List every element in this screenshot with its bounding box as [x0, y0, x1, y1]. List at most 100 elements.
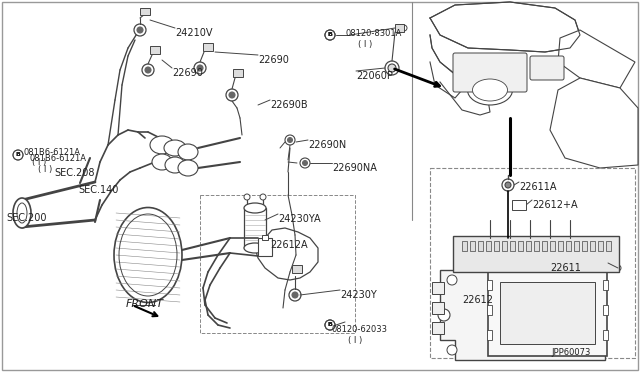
- Bar: [487, 280, 492, 290]
- Text: ( I ): ( I ): [38, 165, 52, 174]
- Bar: [203, 43, 213, 51]
- Circle shape: [502, 179, 514, 191]
- Ellipse shape: [150, 136, 174, 154]
- Bar: [603, 305, 608, 315]
- Bar: [510, 241, 515, 251]
- Bar: [590, 241, 595, 251]
- Text: B: B: [328, 323, 332, 327]
- Ellipse shape: [152, 154, 172, 170]
- Text: 22690NA: 22690NA: [332, 163, 377, 173]
- Circle shape: [303, 160, 307, 166]
- Ellipse shape: [178, 160, 198, 176]
- Bar: [140, 8, 150, 15]
- Bar: [262, 235, 268, 240]
- Circle shape: [447, 345, 457, 355]
- Circle shape: [285, 135, 295, 145]
- Bar: [150, 46, 160, 54]
- Polygon shape: [440, 270, 605, 360]
- Bar: [200, 195, 355, 333]
- Bar: [494, 241, 499, 251]
- Bar: [603, 280, 608, 290]
- Circle shape: [325, 30, 335, 40]
- Circle shape: [325, 320, 335, 330]
- Text: 24230YA: 24230YA: [278, 214, 321, 224]
- Text: 081B6-6121A: 081B6-6121A: [24, 148, 81, 157]
- Bar: [233, 69, 243, 77]
- Bar: [526, 241, 531, 251]
- Circle shape: [229, 92, 235, 98]
- Bar: [487, 305, 492, 315]
- Circle shape: [137, 27, 143, 33]
- Text: ( I ): ( I ): [348, 336, 362, 345]
- Polygon shape: [550, 78, 638, 168]
- Text: 22690B: 22690B: [270, 100, 308, 110]
- Text: 22690: 22690: [172, 68, 203, 78]
- Bar: [574, 241, 579, 251]
- Circle shape: [292, 292, 298, 298]
- Bar: [432, 302, 444, 314]
- Text: 081B6-6121A: 081B6-6121A: [30, 154, 87, 163]
- Text: 22611A: 22611A: [519, 182, 557, 192]
- Bar: [518, 241, 523, 251]
- Bar: [512, 200, 526, 210]
- Ellipse shape: [13, 198, 31, 228]
- Circle shape: [388, 64, 396, 72]
- Text: 08120-8301A: 08120-8301A: [345, 29, 401, 38]
- Text: 24230Y: 24230Y: [340, 290, 377, 300]
- Bar: [598, 241, 603, 251]
- Circle shape: [325, 320, 335, 330]
- Text: SEC.208: SEC.208: [54, 168, 95, 178]
- Text: 22612+A: 22612+A: [532, 200, 578, 210]
- Ellipse shape: [178, 144, 198, 160]
- Circle shape: [194, 62, 206, 74]
- Bar: [462, 241, 467, 251]
- Bar: [430, 168, 635, 358]
- Bar: [432, 322, 444, 334]
- Circle shape: [197, 65, 203, 71]
- Bar: [534, 241, 539, 251]
- Circle shape: [260, 194, 266, 200]
- Polygon shape: [430, 2, 580, 52]
- Text: B: B: [328, 323, 332, 327]
- Bar: [486, 241, 491, 251]
- Text: SEC.200: SEC.200: [6, 213, 47, 223]
- Text: ( I ): ( I ): [358, 40, 372, 49]
- FancyBboxPatch shape: [530, 56, 564, 80]
- Circle shape: [289, 289, 301, 301]
- Bar: [395, 24, 404, 32]
- Circle shape: [244, 194, 250, 200]
- Circle shape: [145, 67, 151, 73]
- Bar: [502, 241, 507, 251]
- Text: B: B: [15, 153, 20, 157]
- Text: 22690: 22690: [258, 55, 289, 65]
- FancyBboxPatch shape: [488, 270, 607, 356]
- Bar: [244, 208, 266, 248]
- Bar: [582, 241, 587, 251]
- Polygon shape: [558, 30, 635, 88]
- Text: 22690N: 22690N: [308, 140, 346, 150]
- Text: FRONT: FRONT: [126, 299, 164, 309]
- Text: 22612A: 22612A: [270, 240, 308, 250]
- Bar: [487, 330, 492, 340]
- Ellipse shape: [244, 243, 266, 253]
- Circle shape: [142, 64, 154, 76]
- Ellipse shape: [114, 208, 182, 302]
- Text: ( I ): ( I ): [32, 158, 46, 167]
- Circle shape: [287, 138, 292, 142]
- FancyBboxPatch shape: [453, 236, 619, 272]
- Circle shape: [300, 158, 310, 168]
- Text: B: B: [328, 32, 332, 38]
- Bar: [558, 241, 563, 251]
- Ellipse shape: [164, 140, 186, 156]
- Text: 22060P: 22060P: [356, 71, 393, 81]
- Text: B: B: [328, 32, 332, 38]
- Circle shape: [325, 30, 335, 40]
- Text: 08120-62033: 08120-62033: [332, 325, 388, 334]
- Ellipse shape: [472, 79, 508, 101]
- Circle shape: [385, 61, 399, 75]
- Circle shape: [438, 309, 450, 321]
- Bar: [292, 265, 302, 273]
- Bar: [258, 238, 272, 256]
- Circle shape: [447, 275, 457, 285]
- Circle shape: [226, 89, 238, 101]
